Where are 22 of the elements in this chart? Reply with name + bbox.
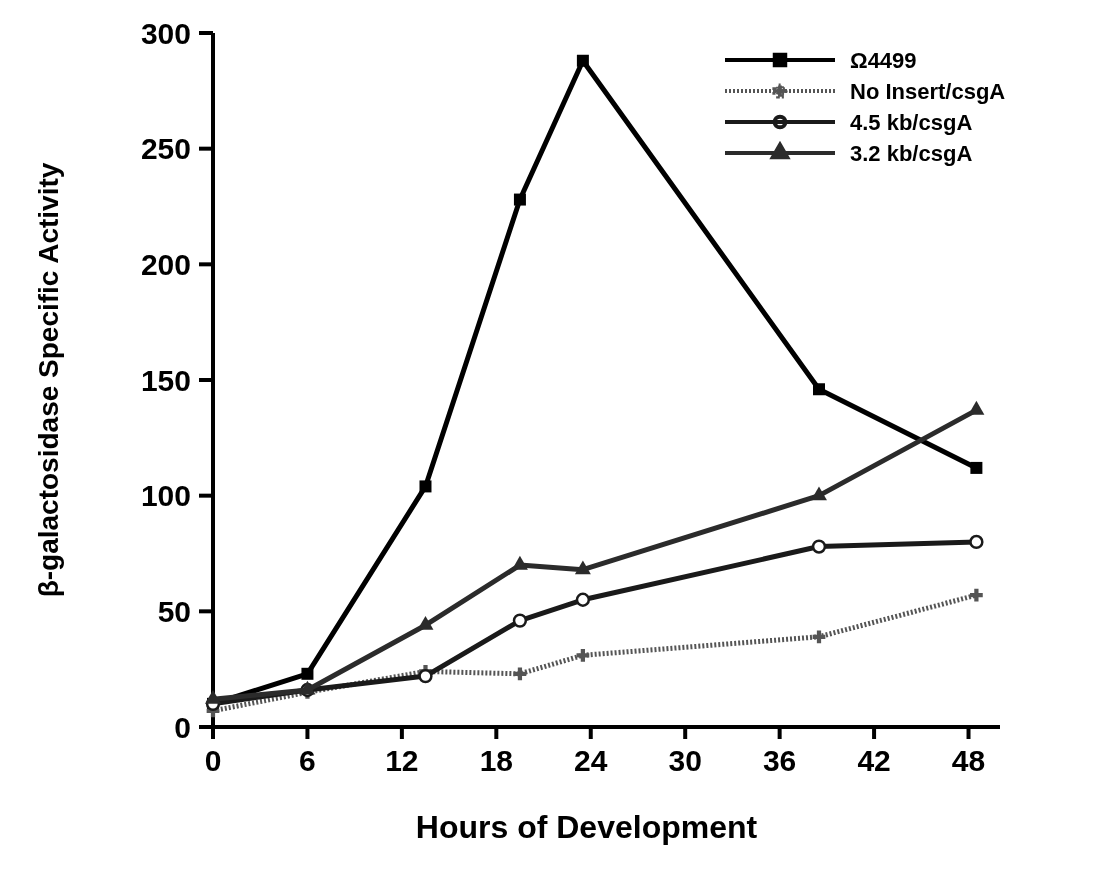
y-tick-label: 300 [140,16,191,50]
x-tick-label: 48 [951,744,986,777]
x-tick-label: 18 [479,744,514,777]
legend-label: Ω4499 [850,47,917,73]
y-axis-title: β-galactosidase Specific Activity [33,162,64,598]
x-tick-label: 30 [668,744,702,777]
x-tick-label: 42 [857,744,891,777]
y-tick-label: 50 [157,594,191,628]
legend-label: No Insert/csgA [850,78,1006,104]
y-tick-label: 100 [140,479,191,513]
x-tick-label: 12 [385,744,419,777]
x-axis-title: Hours of Development [415,809,758,845]
x-tick-label: 24 [574,744,608,777]
x-tick-label: 6 [299,744,316,777]
y-tick-label: 200 [140,247,191,281]
y-tick-label: 150 [140,363,191,397]
x-tick-label: 36 [762,744,797,777]
x-tick-label: 0 [204,744,222,777]
y-tick-label: 250 [140,132,191,166]
y-tick-label: 0 [174,710,191,744]
legend-label: 3.2 kb/csgA [850,140,973,166]
legend-label: 4.5 kb/csgA [850,109,973,135]
